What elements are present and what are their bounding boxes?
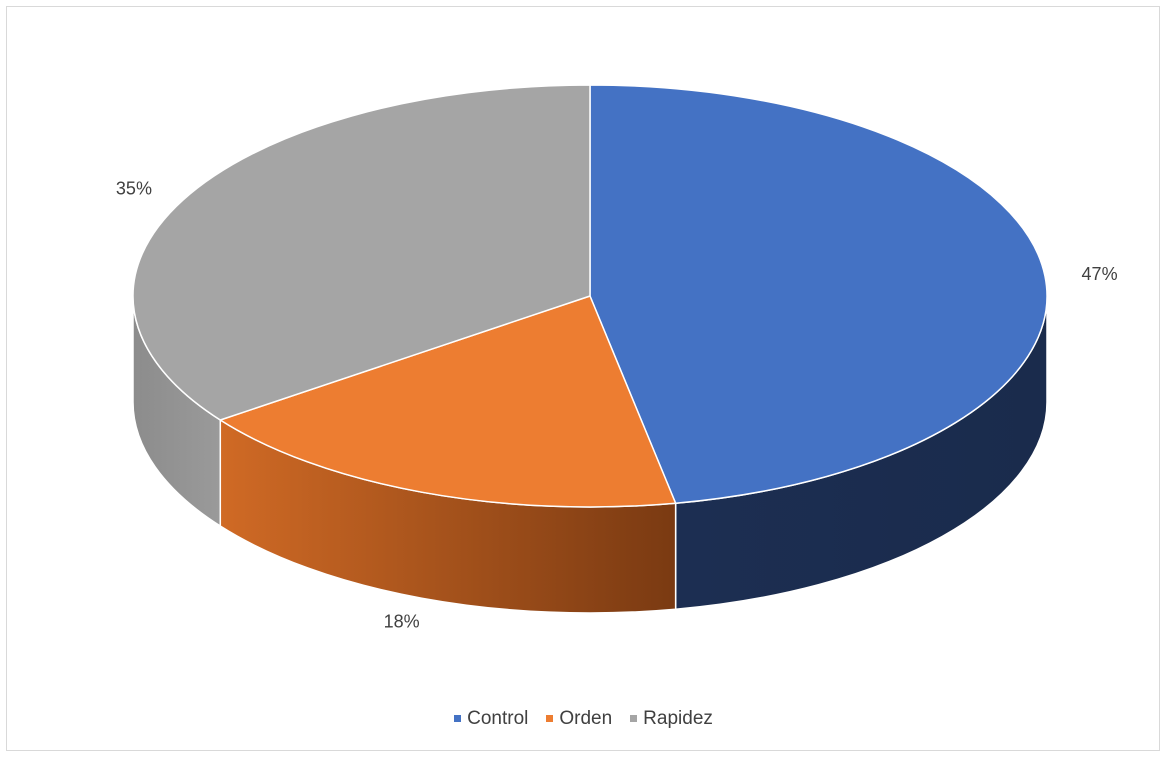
legend-swatch-control bbox=[454, 715, 462, 722]
data-label-rapidez: 35% bbox=[116, 179, 152, 199]
pie-slice-control bbox=[589, 84, 1048, 505]
pie-slice-rapidez bbox=[132, 84, 591, 421]
data-label-orden: 18% bbox=[384, 612, 420, 632]
pie-labels: 47% 18% 35% bbox=[116, 179, 1118, 632]
legend-swatch-rapidez bbox=[630, 715, 638, 722]
legend-label-control: Control bbox=[467, 707, 529, 729]
legend-swatch-orden bbox=[546, 715, 554, 722]
pie-slice-orden bbox=[219, 295, 677, 508]
legend-item-rapidez: Rapidez bbox=[630, 708, 713, 730]
data-label-control: 47% bbox=[1082, 264, 1118, 284]
legend-item-control: Control bbox=[454, 708, 528, 730]
legend: Control Orden Rapidez bbox=[0, 706, 1167, 730]
pie-tops bbox=[132, 84, 1048, 508]
legend-item-orden: Orden bbox=[546, 708, 612, 730]
legend-label-rapidez: Rapidez bbox=[643, 707, 713, 729]
legend-label-orden: Orden bbox=[559, 707, 613, 729]
